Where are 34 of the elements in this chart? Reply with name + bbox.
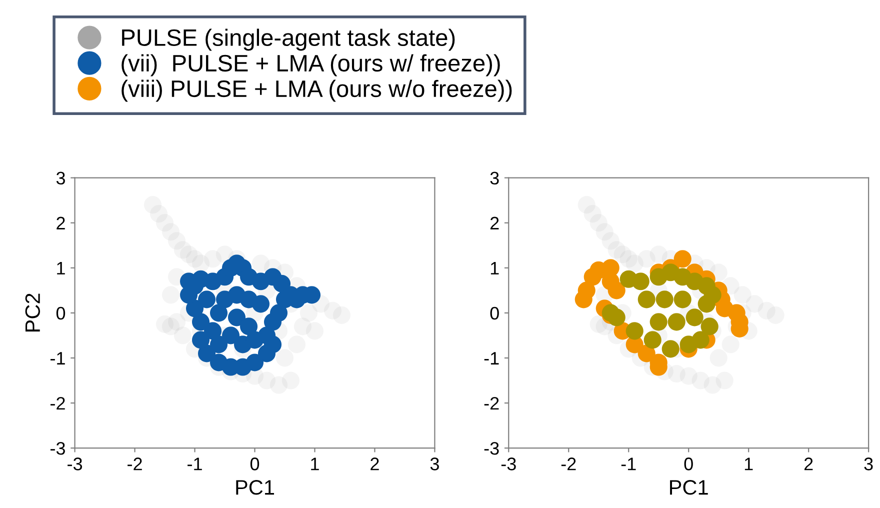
y-tick-label: 3 [56, 172, 65, 185]
x-axis-title: PC1 [236, 480, 274, 495]
legend-label: PULSE (single-agent task state) [122, 28, 455, 51]
y-tick-label: -2 [50, 396, 65, 410]
y-tick-label: -3 [484, 442, 499, 455]
x-tick-label: -3 [68, 458, 82, 470]
legend-label: (viii) PULSE + LMA (ours w/o freeze)) [122, 80, 512, 102]
x-tick-label: 0 [250, 458, 260, 470]
legend-label: (vii) PULSE + LMA (ours w/ freeze)) [122, 54, 500, 76]
y-tick-label: 3 [490, 172, 499, 185]
x-tick-label: -3 [501, 458, 516, 470]
x-tick-label: -2 [561, 458, 576, 470]
x-tick-label: 2 [804, 458, 813, 470]
x-tick-label: 2 [370, 458, 379, 470]
y-tick-label: -1 [484, 352, 499, 365]
x-tick-label: -2 [128, 458, 142, 470]
x-tick-label: 1 [311, 458, 319, 470]
y-tick-label: -3 [50, 442, 65, 455]
y-tick-label: 1 [57, 262, 65, 274]
y-axis-title: PC2 [25, 294, 40, 332]
y-tick-label: -2 [484, 396, 499, 410]
x-tick-label: 3 [430, 458, 439, 470]
x-tick-label: -1 [621, 458, 636, 470]
x-tick-label: 3 [864, 458, 873, 470]
x-tick-label: 1 [744, 458, 753, 470]
x-axis-title: PC1 [670, 480, 708, 495]
y-tick-label: -1 [50, 352, 65, 365]
x-tick-label: -1 [188, 458, 202, 470]
y-tick-label: 2 [490, 216, 499, 230]
y-tick-label: 0 [490, 306, 499, 320]
y-tick-label: 2 [56, 216, 65, 230]
y-tick-label: 0 [56, 306, 66, 320]
y-tick-label: 1 [490, 262, 499, 274]
x-tick-label: 0 [684, 458, 693, 470]
